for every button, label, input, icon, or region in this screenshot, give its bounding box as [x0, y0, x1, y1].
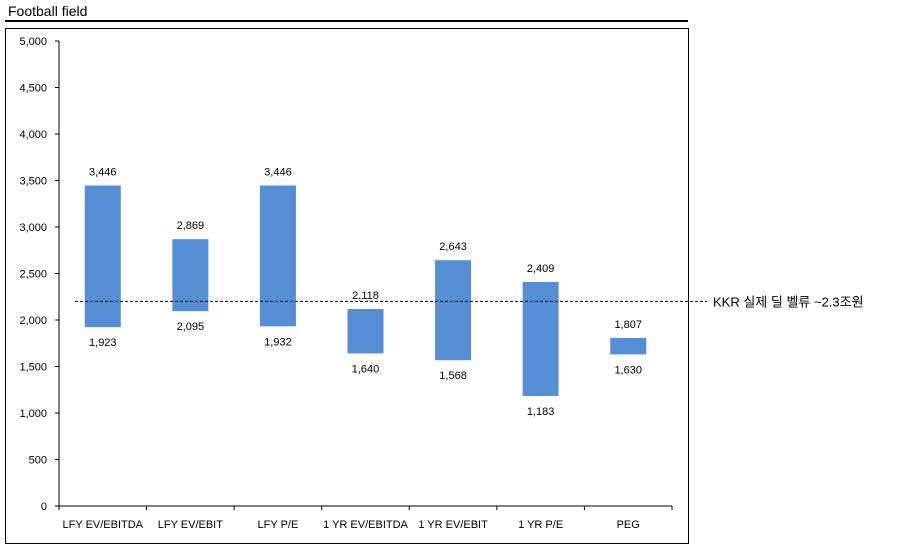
x-category-label: 1 YR EV/EBITDA [323, 519, 408, 531]
chart-title: Football field [8, 3, 88, 19]
low-value-label: 1,183 [527, 406, 555, 418]
y-tick-label: 1,500 [19, 362, 47, 374]
y-tick-label: 1,000 [19, 408, 47, 420]
high-value-label: 1,807 [614, 319, 642, 331]
range-bar [172, 239, 209, 312]
low-value-label: 1,630 [614, 364, 642, 376]
x-category-label: 1 YR EV/EBIT [418, 519, 488, 531]
x-category-label: LFY P/E [258, 519, 299, 531]
range-bar [84, 185, 121, 328]
range-bar [522, 281, 559, 396]
y-tick-label: 4,500 [19, 83, 47, 95]
low-value-label: 2,095 [177, 321, 205, 333]
low-value-label: 1,923 [89, 337, 117, 349]
y-tick-label: 2,500 [19, 269, 47, 281]
y-tick-label: 2,000 [19, 315, 47, 327]
x-category-label: PEG [617, 519, 640, 531]
high-value-label: 2,409 [527, 263, 555, 275]
reference-line-label: KKR 실제 딜 벨류 ~2.3조원 [713, 294, 864, 309]
chart-frame [5, 28, 689, 544]
y-tick-label: 500 [29, 455, 47, 467]
high-value-label: 3,446 [264, 167, 292, 179]
y-tick-label: 0 [41, 501, 47, 513]
low-value-label: 1,568 [439, 370, 467, 382]
range-bar [435, 260, 472, 361]
range-bar [610, 337, 647, 355]
y-tick-label: 5,000 [19, 36, 47, 48]
range-bar [259, 185, 296, 327]
title-underline [5, 20, 688, 22]
high-value-label: 3,446 [89, 167, 117, 179]
x-category-label: 1 YR P/E [518, 519, 563, 531]
high-value-label: 2,118 [352, 290, 379, 302]
x-category-label: LFY EV/EBIT [158, 519, 223, 531]
y-tick-label: 3,000 [19, 222, 47, 234]
high-value-label: 2,643 [439, 241, 467, 253]
y-tick-label: 4,000 [19, 129, 47, 141]
x-category-label: LFY EV/EBITDA [63, 519, 144, 531]
low-value-label: 1,640 [352, 363, 380, 375]
high-value-label: 2,869 [177, 220, 205, 232]
y-tick-label: 3,500 [19, 176, 47, 188]
range-bar [347, 309, 384, 354]
low-value-label: 1,932 [264, 336, 292, 348]
